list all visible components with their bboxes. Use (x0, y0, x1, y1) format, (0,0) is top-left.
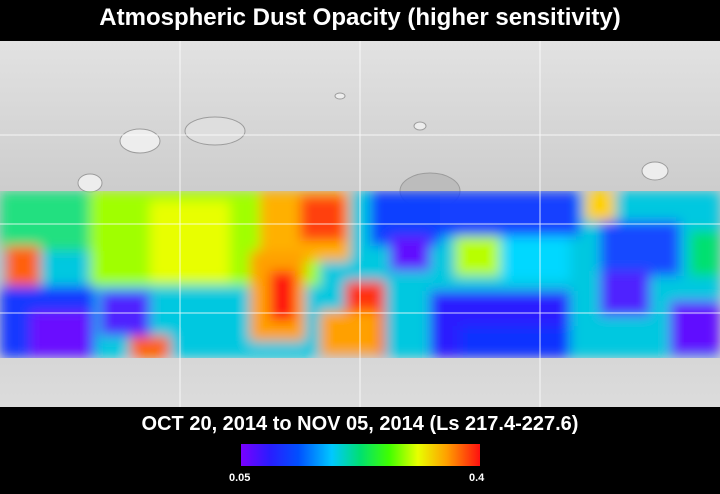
colorbar-min-label: 0.05 (229, 472, 251, 484)
date-range-label: OCT 20, 2014 to NOV 05, 2014 (Ls 217.4-2… (141, 413, 579, 435)
colorbar (241, 444, 480, 466)
map-canvas (0, 41, 720, 407)
mars-map (0, 41, 720, 407)
map-title: Atmospheric Dust Opacity (higher sensiti… (99, 4, 621, 31)
colorbar-max-label: 0.4 (469, 472, 485, 484)
map-gridlines (0, 41, 720, 407)
dust-opacity-overlay (0, 191, 720, 358)
